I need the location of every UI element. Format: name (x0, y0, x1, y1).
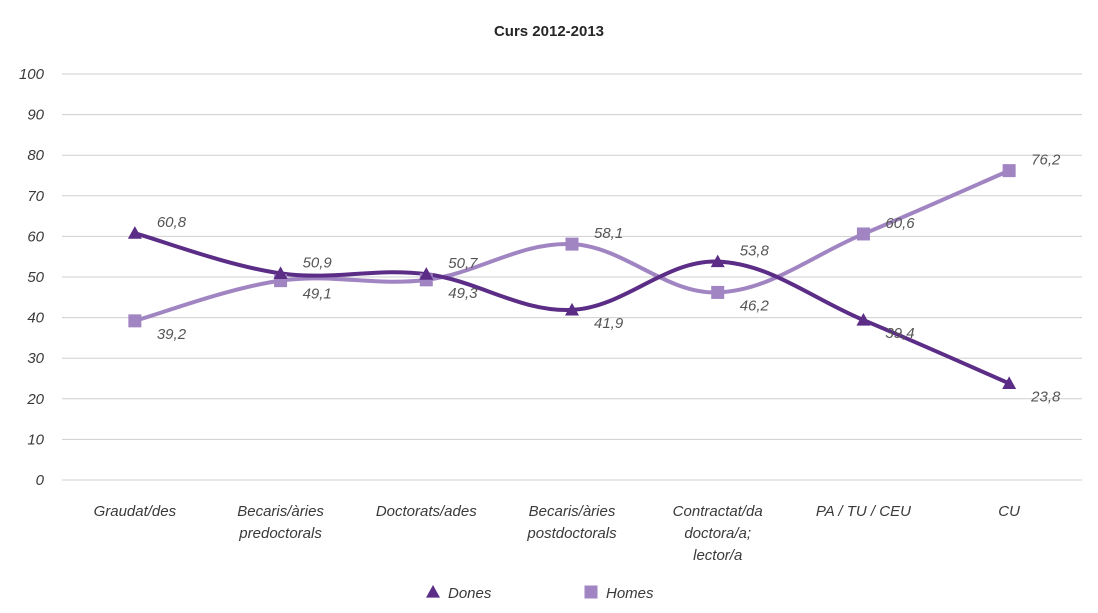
y-tick-label: 60 (27, 228, 44, 245)
data-label-dones: 23,8 (1030, 388, 1061, 405)
y-tick-label: 50 (27, 269, 44, 286)
data-point-dones (419, 267, 434, 280)
data-label-dones: 50,9 (303, 254, 333, 271)
x-tick-label: CU (998, 503, 1020, 520)
data-label-dones: 39,4 (885, 325, 914, 342)
data-label-dones: 53,8 (740, 243, 770, 260)
data-label-homes: 46,2 (740, 297, 770, 314)
legend-marker-dones (426, 585, 440, 598)
data-label-homes: 76,2 (1031, 152, 1061, 169)
data-label-dones: 60,8 (157, 214, 187, 231)
chart-title: Curs 2012-2013 (494, 23, 604, 40)
data-label-dones: 41,9 (594, 315, 624, 332)
data-point-homes (856, 227, 870, 241)
y-tick-label: 90 (27, 107, 44, 124)
x-tick-label: Doctorats/ades (376, 503, 477, 520)
y-tick-label: 70 (27, 188, 44, 205)
data-point-dones (1002, 376, 1017, 389)
data-point-dones (565, 302, 579, 316)
y-tick-label: 100 (19, 66, 45, 83)
x-axis: Graudat/des Becaris/àries predoctorals Doct… (94, 503, 1021, 564)
data-point-dones (710, 254, 725, 268)
legend-marker-homes (584, 585, 598, 599)
data-label-homes: 49,3 (448, 285, 478, 302)
y-tick-label: 20 (26, 391, 44, 408)
data-point-homes (711, 285, 725, 299)
data-point-dones (127, 226, 142, 239)
series-layer (127, 164, 1017, 389)
data-label-homes: 49,1 (303, 286, 332, 303)
legend-label-dones: Dones (448, 585, 492, 602)
x-tick-label: Becaris/àries predoctorals (237, 503, 324, 542)
y-tick-label: 40 (27, 310, 44, 327)
legend-label-homes: Homes (606, 585, 654, 602)
data-label-homes: 58,1 (594, 225, 623, 242)
x-tick-label: PA / TU / CEU (816, 503, 911, 520)
data-label-dones: 50,7 (448, 255, 478, 272)
data-label-homes: 60,6 (885, 215, 915, 232)
y-tick-label: 80 (27, 147, 44, 164)
x-tick-label: Contractat/da doctora/a; lector/a (673, 503, 763, 564)
grid: 0 10 20 30 40 50 60 70 80 90 100 (19, 66, 1082, 489)
data-point-homes (565, 237, 579, 251)
x-tick-label: Becaris/àries postdoctorals (526, 503, 617, 542)
data-point-dones (273, 266, 288, 279)
y-tick-label: 0 (36, 472, 45, 489)
data-labels: 60,8 50,9 50,7 41,9 53,8 39,4 23,8 39,2 49,1 49,3… (157, 152, 1061, 406)
x-tick-label: Graudat/des (94, 503, 177, 520)
y-tick-label: 30 (27, 350, 44, 367)
data-point-homes (1002, 164, 1016, 178)
data-point-homes (128, 314, 142, 328)
y-tick-label: 10 (27, 431, 44, 448)
legend: Dones Homes (426, 585, 654, 602)
data-label-homes: 39,2 (157, 326, 187, 343)
data-point-dones (856, 313, 871, 326)
